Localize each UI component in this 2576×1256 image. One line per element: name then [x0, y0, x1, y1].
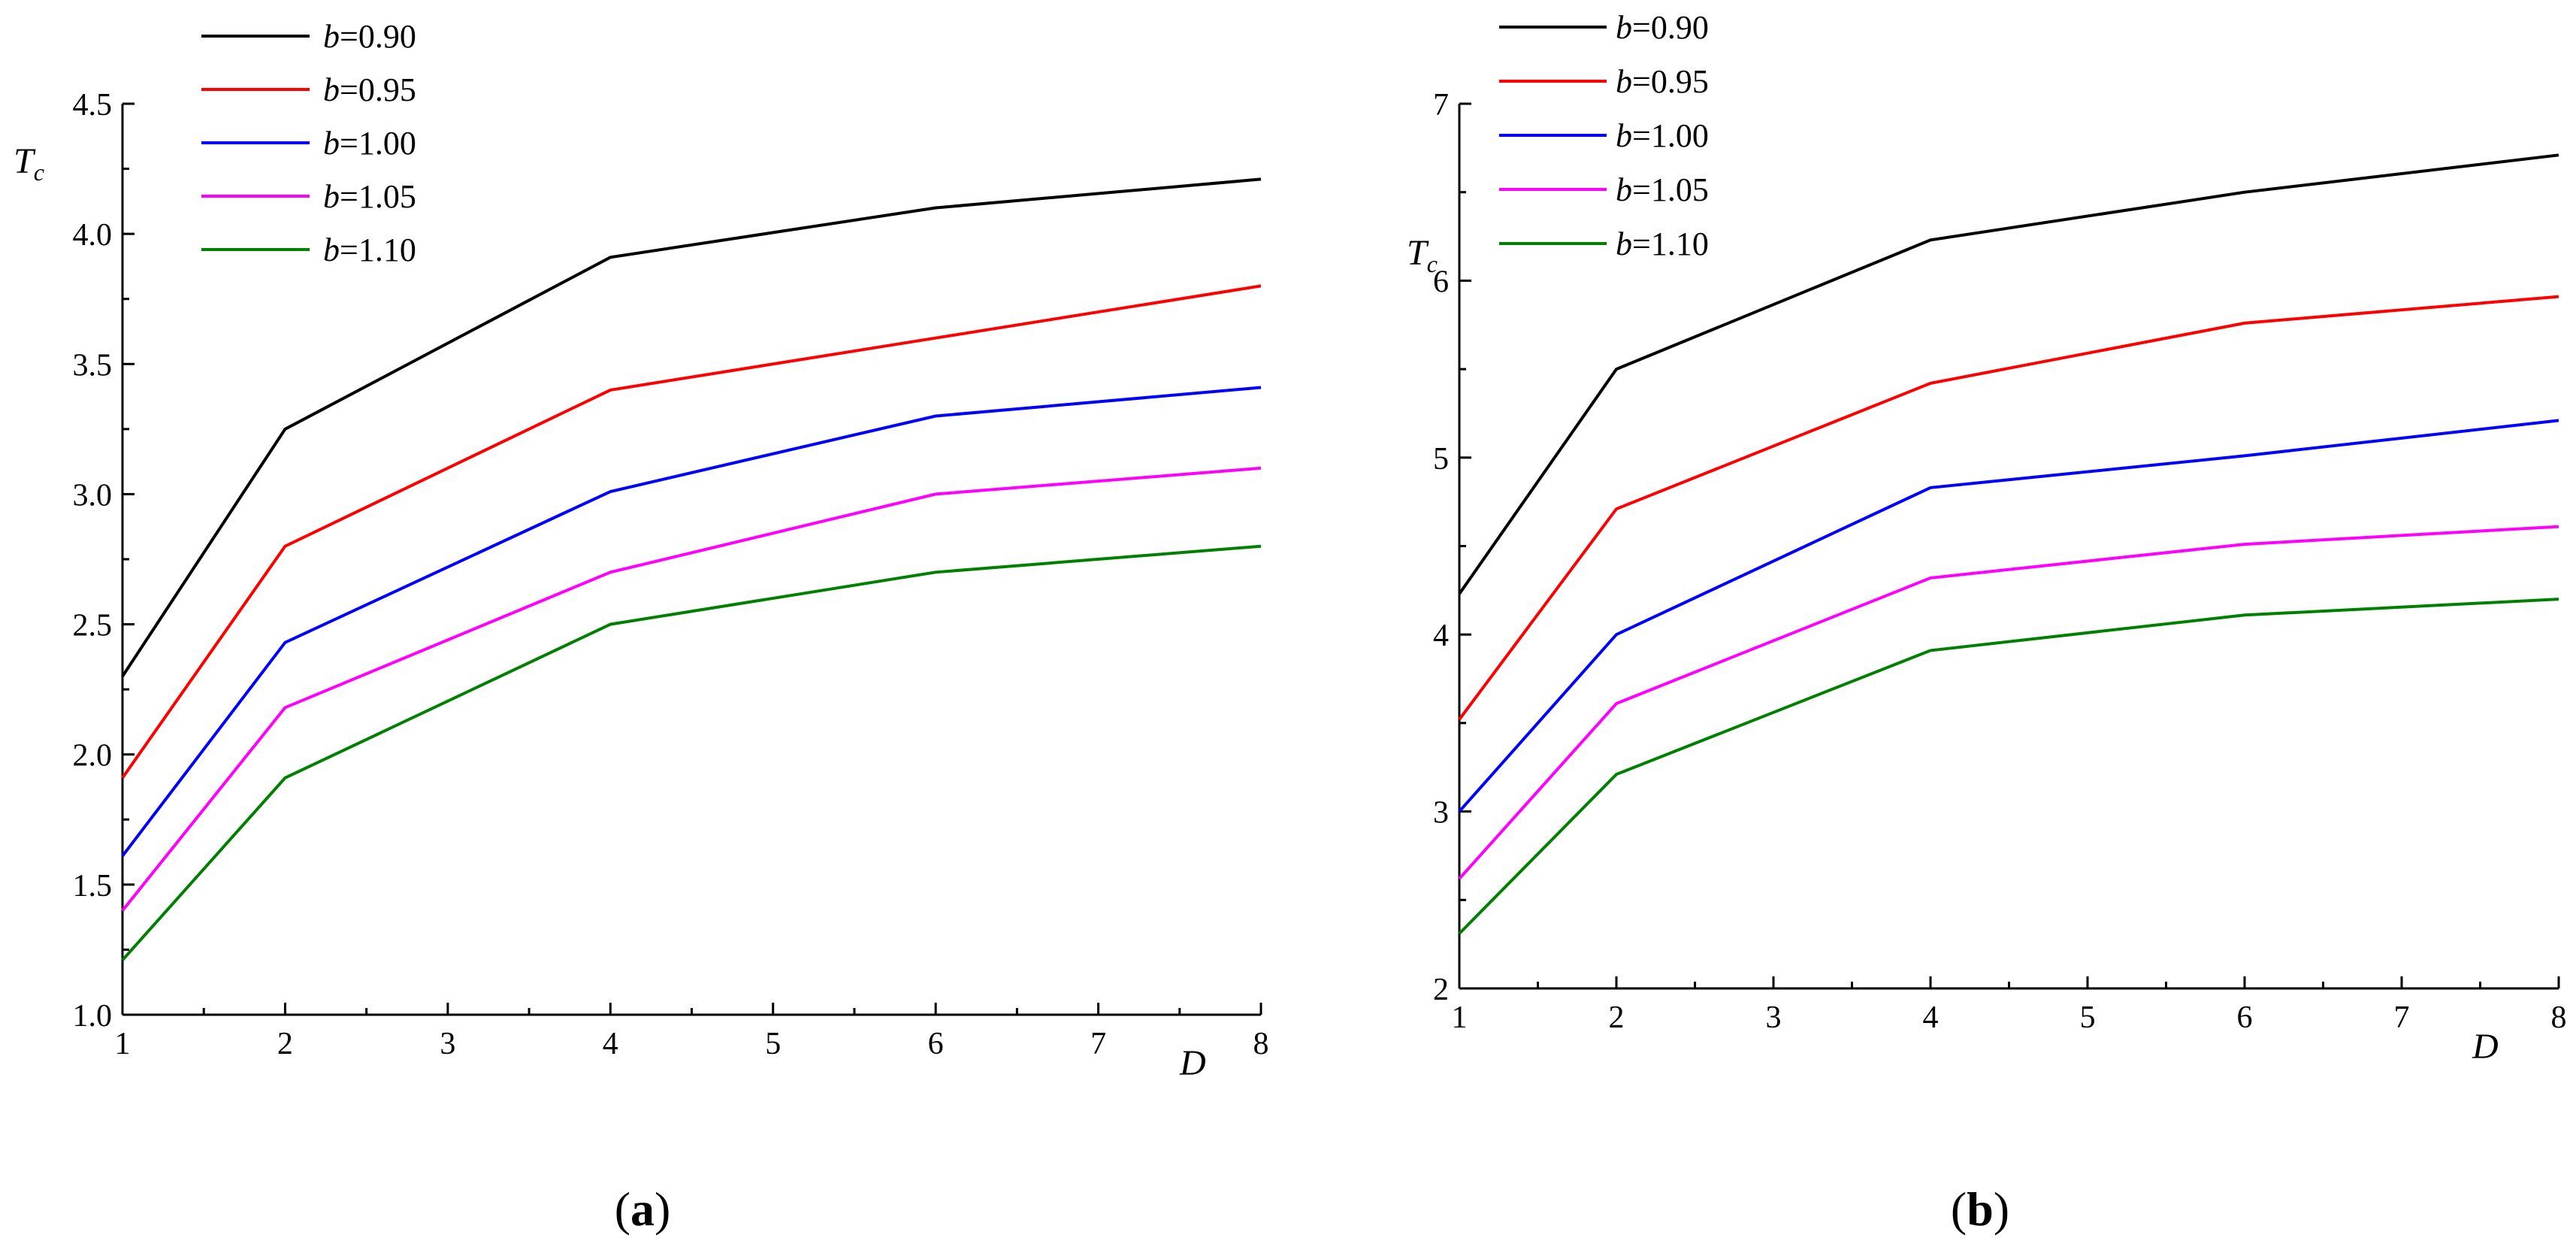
x-tick-label: 6: [2237, 1000, 2253, 1035]
y-tick-label: 4.5: [73, 88, 113, 123]
series-line-b=0.95: [121, 284, 1262, 779]
x-tick-label: 3: [1766, 1000, 1782, 1035]
panel-caption: (a): [615, 1182, 671, 1236]
y-tick-label: 3.5: [73, 348, 113, 383]
legend-label: b=0.95: [1616, 63, 1709, 100]
series-line-b=1.10: [121, 544, 1262, 961]
y-tick-label: 4.0: [73, 218, 113, 253]
legend: b=0.90 b=0.95 b=1.00 b=1.05 b=1.10: [201, 18, 416, 268]
series-line-b=0.90: [1458, 153, 2559, 595]
legend-label: b=1.05: [1616, 171, 1709, 208]
y-tick-label: 5: [1433, 442, 1449, 477]
y-tick-label: 4: [1433, 619, 1449, 653]
legend-label: b=0.95: [323, 71, 416, 108]
series-line-b=1.10: [1458, 598, 2559, 935]
y-tick-label: 2.5: [73, 609, 113, 643]
x-tick-label: 4: [1923, 1000, 1939, 1035]
x-tick-label: 5: [2080, 1000, 2096, 1035]
x-tick-label: 8: [1253, 1027, 1269, 1061]
series-line-b=1.00: [1458, 419, 2559, 813]
legend-label: b=1.10: [1616, 225, 1709, 262]
series-line-b=0.90: [121, 177, 1262, 677]
x-tick-label: 1: [1452, 1000, 1468, 1035]
y-tick-label: 2: [1433, 973, 1449, 1007]
series-line-b=1.05: [1458, 525, 2559, 880]
x-axis-label: D: [2472, 1027, 2499, 1067]
x-tick-label: 6: [928, 1027, 944, 1061]
y-tick-label: 6: [1433, 265, 1449, 299]
y-tick-label: 3: [1433, 796, 1449, 831]
x-tick-label: 1: [115, 1027, 131, 1061]
y-tick-label: 2.0: [73, 739, 113, 773]
legend-label: b=0.90: [323, 18, 416, 55]
series-line-b=1.05: [121, 466, 1262, 912]
legend-label: b=1.00: [323, 125, 416, 162]
legend: b=0.90 b=0.95 b=1.00 b=1.05 b=1.10: [1499, 9, 1709, 262]
chart-panel-b: 1 2 3 4 5 6 7 8234567b=0.90b=0.95b=1.00b=1.05b=…: [1407, 9, 2567, 1236]
y-tick-label: 1.5: [73, 869, 113, 903]
y-axis-label: Tc: [14, 141, 44, 186]
legend-label: b=0.90: [1616, 9, 1709, 46]
x-axis-label: D: [1179, 1043, 1206, 1083]
legend-label: b=1.10: [323, 232, 416, 268]
x-tick-label: 2: [277, 1027, 293, 1061]
panel-caption: (b): [1951, 1182, 2009, 1236]
y-axis-label: Tc: [1407, 233, 1438, 277]
series-line-b=0.95: [1458, 295, 2559, 721]
x-tick-label: 4: [603, 1027, 618, 1061]
x-tick-label: 7: [1090, 1027, 1106, 1061]
x-tick-label: 7: [2394, 1000, 2410, 1035]
y-tick-label: 3.0: [73, 478, 113, 513]
x-tick-label: 8: [2551, 1000, 2567, 1035]
legend-label: b=1.00: [1616, 117, 1709, 154]
y-tick-label: 7: [1433, 88, 1449, 123]
chart-panel-a: 1 2 3 4 5 6 7 81.01.52.02.53.03.54.04.5b=0.90b=…: [14, 18, 1269, 1236]
x-tick-label: 3: [440, 1027, 455, 1061]
series-line-b=1.00: [121, 386, 1262, 858]
legend-label: b=1.05: [323, 178, 416, 215]
x-tick-label: 2: [1609, 1000, 1625, 1035]
y-tick-label: 1.0: [73, 999, 113, 1034]
x-tick-label: 5: [765, 1027, 781, 1061]
